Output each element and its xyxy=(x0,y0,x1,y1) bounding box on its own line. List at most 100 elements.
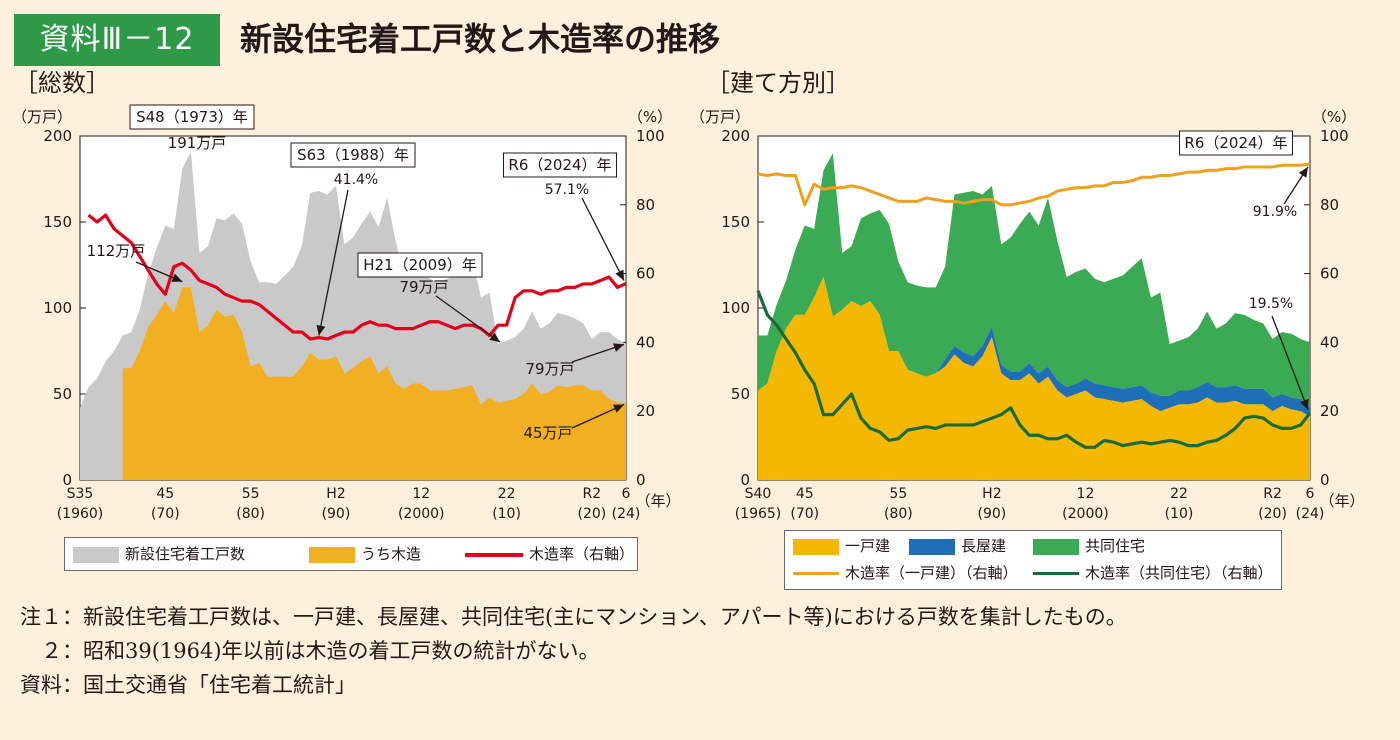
chart2-xlabel: （年） xyxy=(1319,492,1364,510)
chart1-line-rate xyxy=(87,213,627,341)
chart1-xtick-sublabel: (10) xyxy=(492,506,521,522)
legend-label-rate-apartment: 木造率（共同住宅）（右軸） xyxy=(1085,564,1273,582)
footnote-1: 注１：新設住宅着工戸数は、一戸建、長屋建、共同住宅(主にマンション、アパート等)… xyxy=(20,605,1127,629)
chart1-y2label: （%） xyxy=(628,108,672,126)
chart2-annot-r6: R6（2024）年 xyxy=(1184,134,1287,152)
chart1-ytick-label: 200 xyxy=(43,127,72,145)
chart2-y2tick-label: 60 xyxy=(1320,265,1339,283)
chart2-ytick-label: 200 xyxy=(721,127,750,145)
chart1-ytick-label: 50 xyxy=(53,385,72,403)
chart1-xtick-sublabel: (1960) xyxy=(57,506,104,522)
legend-item-total: 新設住宅着工戸数 xyxy=(73,544,245,564)
chart2-annot-195: 19.5% xyxy=(1249,296,1293,312)
chart1-annot-79-r6: 79万戸 xyxy=(525,360,574,378)
chart2-xtick-sublabel: (10) xyxy=(1165,506,1194,522)
chart1-arrow-s63 xyxy=(318,189,349,336)
chart2-arrow-195-head xyxy=(1300,398,1309,410)
chart1-y2tick-label: 0 xyxy=(636,471,646,489)
legend-swatch-row-house xyxy=(909,538,955,555)
chart1-annot-h21-box xyxy=(357,252,483,278)
legend-swatch-wood xyxy=(309,546,355,563)
chart2-y2tick-label: 0 xyxy=(1320,471,1330,489)
chart2-xtick-label: R2 xyxy=(1263,486,1282,502)
chart1-xtick-label: 45 xyxy=(156,486,174,502)
chart1-area-wood xyxy=(122,287,626,480)
chart1-annot-s63: S63（1988）年 xyxy=(297,146,409,164)
chart2-xtick-sublabel: (90) xyxy=(978,506,1007,522)
chart2-ytick-label: 50 xyxy=(731,385,750,403)
chart1-xtick-sublabel: (24) xyxy=(612,506,641,522)
chart1-annot-s48-box xyxy=(129,104,255,130)
legend-item-rate: 木造率（右軸） xyxy=(465,544,634,564)
chart1-xtick-label: 6 xyxy=(622,486,631,502)
chart2-line-rate-detached xyxy=(757,162,1311,207)
chart1-y2tick-label: 20 xyxy=(636,402,655,420)
chart2-y2tick-label: 100 xyxy=(1320,127,1349,145)
chart1-ytick-label: 100 xyxy=(43,299,72,317)
chart1-xtick-sublabel: (20) xyxy=(578,506,607,522)
chart1-annot-s63-box xyxy=(290,142,416,168)
chart1-annot-191: 191万戸 xyxy=(168,134,227,152)
chart1-annot-h21: H21（2009）年 xyxy=(363,256,477,274)
chart2-area-row-house xyxy=(758,277,1310,417)
chart2-ylabel: （万戸） xyxy=(690,108,750,126)
legend-label-total: 新設住宅着工戸数 xyxy=(125,545,246,563)
chart2-annot-r6-box xyxy=(1179,130,1293,156)
section-title-by-type: ［建て方別］ xyxy=(706,69,850,97)
chart1-xtick-sublabel: (2000) xyxy=(398,506,445,522)
chart1-arrow-112-head xyxy=(171,273,183,282)
chart2-ytick-label: 100 xyxy=(721,299,750,317)
chart1-arrow-r6 xyxy=(581,197,625,281)
legend-item-detached: 一戸建 xyxy=(793,536,890,556)
legend-item-wood: うち木造 xyxy=(309,544,421,564)
chart1-annot-79-h21: 79万戸 xyxy=(399,278,448,296)
chart2-ytick-label: 150 xyxy=(721,213,750,231)
chart1-annot-s48: S48（1973）年 xyxy=(136,108,248,126)
legend-label-apartment: 共同住宅 xyxy=(1085,537,1146,555)
chart2-xtick-sublabel: (20) xyxy=(1258,506,1287,522)
chart1-xtick-label: H2 xyxy=(326,486,345,502)
chart1-xtick-label: R2 xyxy=(583,486,602,502)
chart1-xtick-sublabel: (80) xyxy=(236,506,265,522)
legend-swatch-rate-apartment xyxy=(1033,572,1079,575)
legend-item-apartment: 共同住宅 xyxy=(1033,536,1145,556)
chart2-arrow-919-head xyxy=(1298,166,1308,178)
chart2-xtick-label: 22 xyxy=(1170,486,1188,502)
legend-label-wood: うち木造 xyxy=(361,545,422,563)
chart1-annot-112: 112万戸 xyxy=(87,242,146,260)
legend-label-rate-detached: 木造率（一戸建）（右軸） xyxy=(845,564,1018,582)
legend-swatch-rate xyxy=(465,552,523,557)
chart2-xtick-label: 45 xyxy=(796,486,814,502)
chart1-ytick-label: 0 xyxy=(62,471,72,489)
chart2-xtick-sublabel: (70) xyxy=(790,506,819,522)
chart1-annot-45: 45万戸 xyxy=(523,424,572,442)
chart2-xtick-label: S40 xyxy=(745,486,772,502)
chart1-xtick-label: 55 xyxy=(242,486,260,502)
legend-item-row-house: 長屋建 xyxy=(909,536,1006,556)
chart1-xtick-label: S35 xyxy=(67,486,94,502)
chart1-xtick-sublabel: (70) xyxy=(151,506,180,522)
chart2-y2tick-label: 80 xyxy=(1320,196,1339,214)
legend-item-rate-detached: 木造率（一戸建）（右軸） xyxy=(793,563,1018,583)
chart1-arrow-79-head xyxy=(613,343,624,352)
chart1-ylabel: （万戸） xyxy=(12,108,72,126)
chart2-annot-919: 91.9% xyxy=(1253,204,1297,220)
source-note: 資料：国土交通省「住宅着工統計」 xyxy=(20,673,356,697)
chart1-arrow-r6-head xyxy=(615,269,624,281)
legend-swatch-rate-detached xyxy=(793,572,839,575)
legend-total: 新設住宅着工戸数 うち木造 木造率（右軸） xyxy=(64,537,638,571)
chart2-xtick-sublabel: (80) xyxy=(884,506,913,522)
chart2-y2tick-label: 20 xyxy=(1320,402,1339,420)
chart2-xtick-label: 12 xyxy=(1077,486,1095,502)
chart1-xtick-label: 12 xyxy=(412,486,430,502)
chart2-xtick-sublabel: (24) xyxy=(1296,506,1325,522)
chart1-xlabel: （年） xyxy=(635,492,680,510)
section-title-total: ［総数］ xyxy=(14,69,110,97)
chart1-xtick-sublabel: (90) xyxy=(322,506,351,522)
legend-label-rate: 木造率（右軸） xyxy=(529,545,635,563)
chart2-arrow-195 xyxy=(1271,315,1309,411)
chart1-arrow-h21-head xyxy=(489,332,501,343)
chart2-xtick-sublabel: (2000) xyxy=(1062,506,1109,522)
legend-item-rate-apartment: 木造率（共同住宅）（右軸） xyxy=(1033,563,1273,583)
